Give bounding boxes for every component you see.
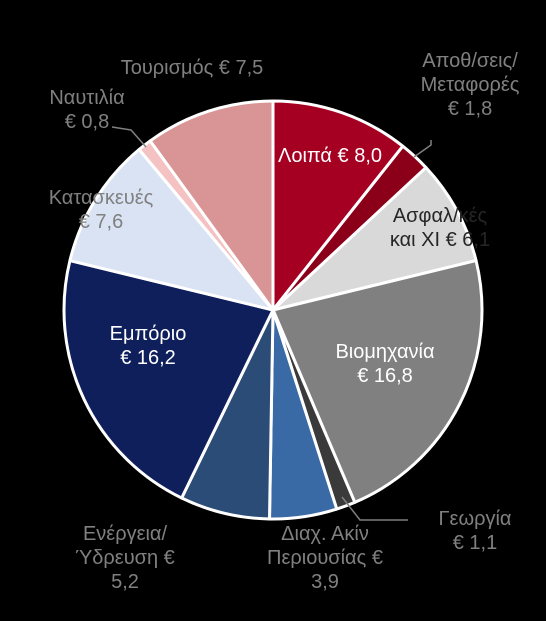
slice-label-line: Κατασκευές (49, 187, 154, 209)
slice-label-line: Γεωργία (439, 508, 512, 530)
slice-label-1: Αποθ/σεις/Μεταφορές € 1,8 (421, 50, 520, 120)
slice-label-line: Διαχ. Ακίν (281, 523, 369, 545)
slice-label-line: και ΧΙ € 6,1 (390, 229, 490, 251)
leader-lines (111, 126, 432, 521)
slice-label-4: Γεωργία € 1,1 (439, 508, 512, 554)
slice-label-line: 5,2 (111, 571, 139, 593)
leader-line-9 (111, 126, 147, 148)
slice-label-line: € 1,1 (453, 532, 497, 554)
slice-label-line: € 1,8 (448, 98, 492, 120)
slice-label-line: 3,9 (311, 571, 339, 593)
pie-slice-2 (271, 166, 478, 312)
slice-label-2: Ασφαλ/κές και ΧΙ € 6,1 (390, 205, 490, 251)
leader-line-4 (341, 496, 408, 521)
slice-label-line: Περιουσίας € (267, 547, 383, 569)
slice-label-line: Βιομηχανία (335, 341, 434, 363)
slice-label-line: € 16,2 (120, 347, 176, 369)
leader-line-1 (413, 140, 432, 158)
pie-slice-7 (62, 259, 275, 500)
slice-label-line: € 0,8 (65, 111, 109, 133)
slice-label-line: Μεταφορές (421, 74, 520, 96)
pie-slice-0 (271, 99, 405, 312)
slice-label-0: Λοιπά € 8,0 (278, 145, 382, 167)
slice-label-line: Εμπόριο (110, 323, 187, 345)
slice-label-7: Εμπόριο € 16,2 (110, 323, 187, 369)
slice-label-line: Ασφαλ/κές (393, 205, 488, 227)
slice-label-line: € 7,6 (79, 211, 123, 233)
slice-label-line: Ύδρευση € (75, 547, 175, 569)
slice-labels: Λοιπά € 8,0 Αποθ/σεις/Μεταφορές € 1,8 Ασφαλ… (49, 50, 520, 593)
pie-slice-10 (148, 99, 275, 312)
pie-slices (62, 99, 484, 521)
slice-label-6: Ενέργεια/Ύδρευση €5,2 (75, 523, 175, 593)
slice-label-line: € 16,8 (357, 365, 413, 387)
pie-slice-3 (271, 259, 484, 504)
slice-label-line: Τουρισμός € 7,5 (121, 57, 264, 79)
slice-label-8: Κατασκευές € 7,6 (49, 187, 154, 233)
slice-label-3: Βιομηχανία € 16,8 (335, 341, 434, 387)
slice-label-line: Λοιπά € 8,0 (278, 145, 382, 167)
slice-label-line: Ενέργεια/ (83, 523, 168, 545)
slice-label-line: Ναυτιλία (49, 87, 124, 109)
slice-label-line: Αποθ/σεις/ (422, 50, 518, 72)
pie-slice-8 (68, 148, 275, 312)
slice-label-5: Διαχ. Ακίν Περιουσίας €3,9 (267, 523, 383, 593)
slice-label-10: Τουρισμός € 7,5 (121, 57, 264, 79)
slice-label-9: Ναυτιλία € 0,8 (49, 87, 124, 133)
